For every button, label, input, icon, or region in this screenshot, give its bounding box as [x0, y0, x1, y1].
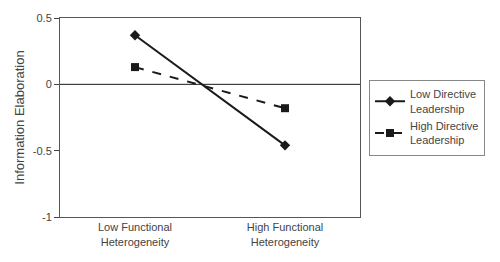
- svg-text:0.5: 0.5: [37, 12, 52, 24]
- svg-text:Information Elaboration: Information Elaboration: [12, 50, 27, 184]
- svg-text:High DirectiveLeadership: High DirectiveLeadership: [410, 120, 478, 146]
- svg-text:Low DirectiveLeadership: Low DirectiveLeadership: [410, 88, 476, 114]
- svg-text:Low FunctionalHeterogeneity: Low FunctionalHeterogeneity: [98, 221, 172, 247]
- svg-text:-1: -1: [42, 211, 52, 223]
- svg-text:High FunctionalHeterogeneity: High FunctionalHeterogeneity: [247, 221, 323, 247]
- svg-text:-0.5: -0.5: [33, 145, 52, 157]
- svg-text:0: 0: [46, 78, 52, 90]
